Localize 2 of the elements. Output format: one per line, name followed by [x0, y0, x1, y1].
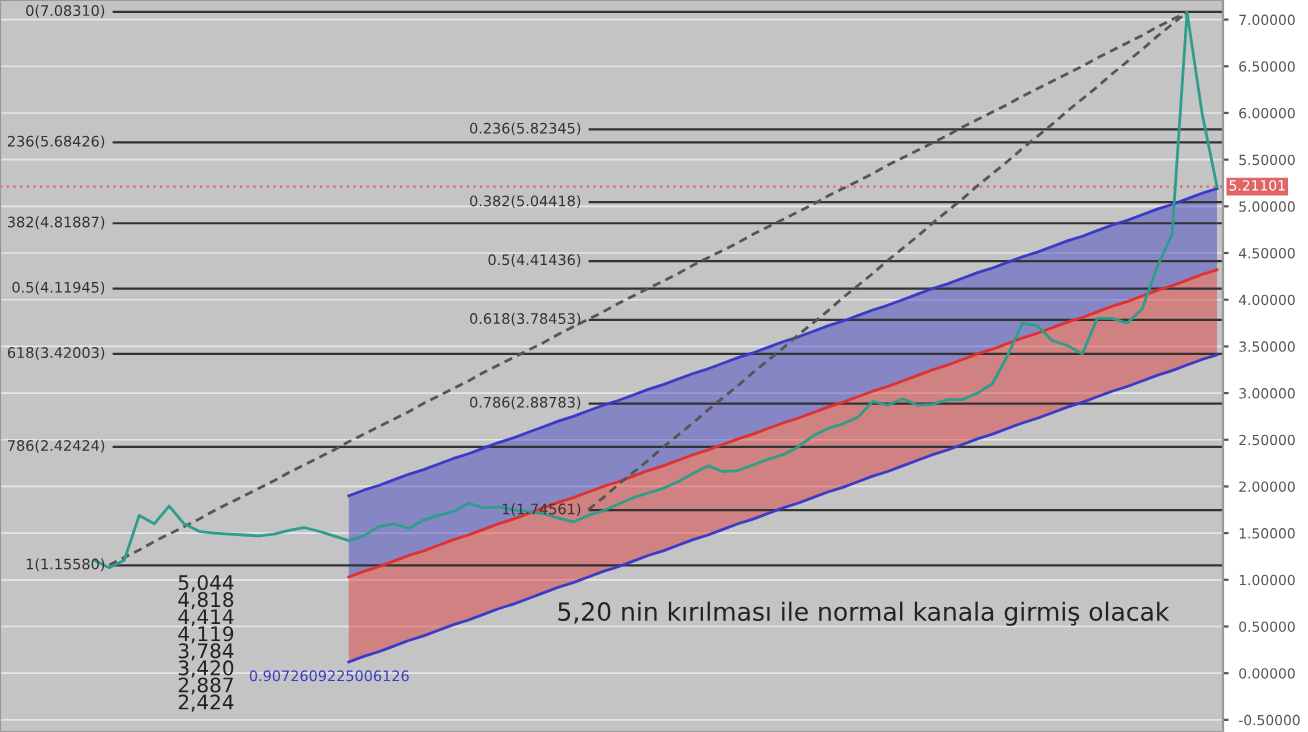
annotation: 5,044 4,818 4,414 4,119 3,784 3,420 2,887 2,424 — [178, 574, 234, 712]
annotation: 5,20 nin kırılması ile normal kanala girmiş olacak — [558, 601, 1170, 626]
